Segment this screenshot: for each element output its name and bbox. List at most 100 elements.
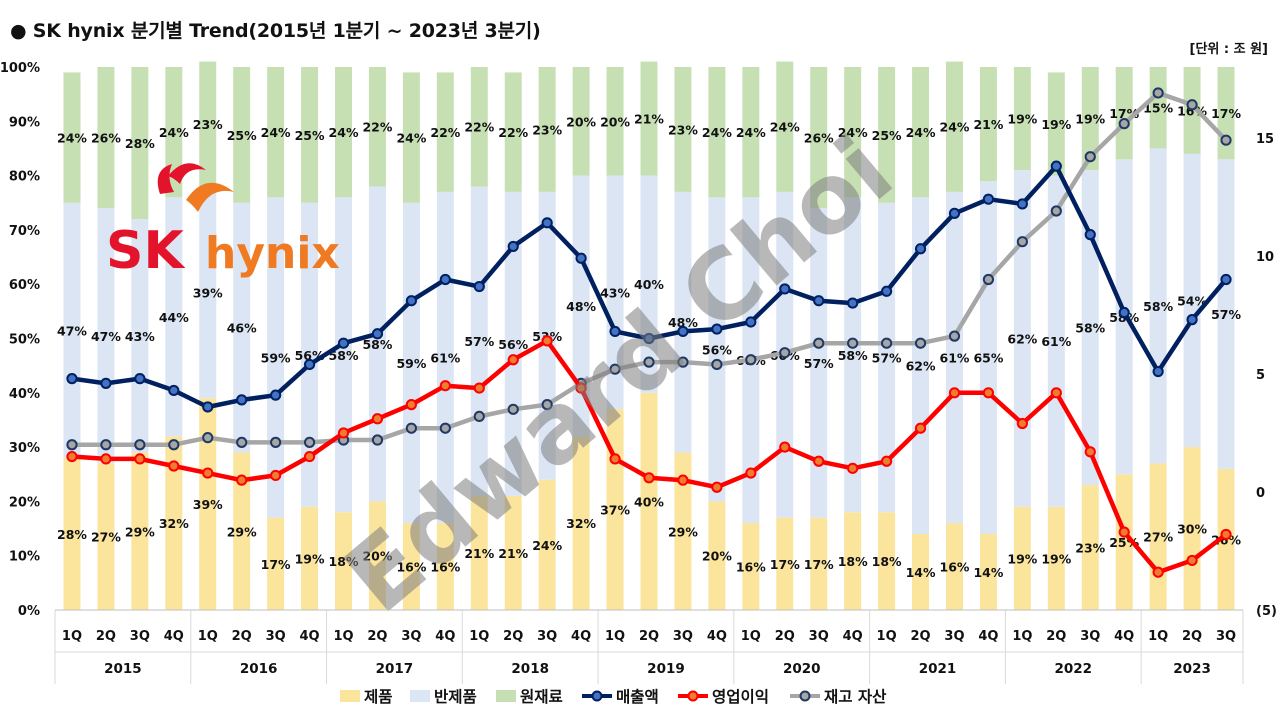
bar-wip xyxy=(708,197,726,502)
bar-label-product: 16% xyxy=(396,560,426,575)
bar-label-wip: 47% xyxy=(57,323,87,338)
bar-product xyxy=(810,517,828,610)
x-tick-quarter: 2Q xyxy=(503,629,523,644)
x-tick-year: 2019 xyxy=(647,661,685,677)
marker-revenue xyxy=(745,316,757,328)
bar-raw xyxy=(1183,67,1201,154)
marker-revenue xyxy=(881,285,893,297)
unit-label: [단위 : 조 원] xyxy=(1189,42,1269,57)
left-axis-tick: 20% xyxy=(9,495,40,510)
bar-raw xyxy=(402,72,420,203)
bar-raw xyxy=(844,67,862,198)
marker-inventory xyxy=(711,358,723,371)
x-axis: 1Q 2Q 3Q 4Q 1Q 2Q 3Q 4Q 1Q 2Q 3Q 4Q 1Q 2Q 3Q 4Q 1Q 2Q 3Q 4Q… xyxy=(54,609,1244,684)
bar-product xyxy=(436,523,454,610)
marker-revenue xyxy=(813,295,825,307)
bar-raw xyxy=(335,67,352,198)
bar-raw xyxy=(946,61,963,192)
bar-label-product: 30% xyxy=(1177,522,1207,537)
left-axis-tick: 50% xyxy=(9,333,40,348)
marker-inventory xyxy=(473,410,485,423)
bar-product xyxy=(1081,485,1099,610)
x-tick-quarter: 2Q xyxy=(639,629,659,644)
marker-operating-profit xyxy=(202,467,214,479)
left-axis-tick: 40% xyxy=(9,387,40,402)
marker-inventory xyxy=(643,356,655,368)
bar-label-product: 40% xyxy=(634,494,664,509)
bar-label-product: 14% xyxy=(906,565,936,580)
marker-revenue xyxy=(643,332,655,345)
bar-label-wip: 57% xyxy=(872,351,902,366)
bar-raw xyxy=(878,67,896,203)
marker-operating-profit xyxy=(134,453,146,465)
bar-label-raw: 24% xyxy=(159,125,189,140)
bar-raw xyxy=(165,67,183,198)
marker-revenue xyxy=(202,401,214,413)
marker-operating-profit xyxy=(405,399,417,411)
logo-text-sk: SK xyxy=(106,221,185,281)
right-axis-tick: 0 xyxy=(1256,486,1265,501)
bar-label-product: 21% xyxy=(464,546,494,561)
bar-product xyxy=(97,463,115,610)
legend-marker xyxy=(591,690,603,702)
bar-label-raw: 23% xyxy=(193,117,223,132)
bar-label-raw: 23% xyxy=(532,122,562,137)
marker-revenue xyxy=(236,394,248,406)
legend-label: 원재료 xyxy=(520,688,563,706)
bar-label-raw: 20% xyxy=(566,114,596,129)
marker-operating-profit xyxy=(270,469,282,482)
legend-swatch xyxy=(496,690,516,702)
bar-label-wip: 48% xyxy=(566,299,596,314)
bar-product xyxy=(538,479,556,610)
bar-product xyxy=(979,533,997,610)
x-tick-year: 2022 xyxy=(1054,661,1092,677)
bar-label-wip: 57% xyxy=(464,334,494,349)
x-tick-year: 2023 xyxy=(1173,661,1211,677)
marker-inventory xyxy=(1084,151,1096,163)
marker-inventory xyxy=(847,337,859,349)
bar-raw xyxy=(1149,67,1167,149)
x-tick-quarter: 4Q xyxy=(978,629,998,644)
bar-label-raw: 20% xyxy=(600,114,630,129)
marker-inventory xyxy=(745,354,757,366)
marker-operating-profit xyxy=(473,382,485,394)
bar-label-product: 14% xyxy=(973,565,1003,580)
bar-label-raw: 24% xyxy=(57,131,87,146)
marker-inventory xyxy=(439,422,451,434)
bar-label-product: 18% xyxy=(329,554,359,569)
bar-label-product: 17% xyxy=(770,557,800,572)
bar-raw xyxy=(1115,67,1133,160)
bar-raw xyxy=(199,61,217,187)
x-tick-quarter: 3Q xyxy=(809,629,829,644)
bar-product xyxy=(131,452,149,610)
bar-product xyxy=(776,517,794,610)
marker-operating-profit xyxy=(337,427,350,439)
marker-revenue xyxy=(303,358,316,371)
bar-product xyxy=(165,436,183,610)
bar-label-product: 18% xyxy=(872,554,902,569)
bar-product xyxy=(368,501,386,610)
bar-wip xyxy=(1183,153,1201,448)
x-tick-year: 2016 xyxy=(240,661,278,677)
marker-revenue xyxy=(1152,365,1164,378)
bar-product xyxy=(504,495,522,610)
marker-inventory xyxy=(303,436,316,448)
x-tick-year: 2021 xyxy=(919,661,957,677)
marker-inventory xyxy=(371,434,384,446)
bar-product xyxy=(402,523,420,610)
bar-product xyxy=(572,436,590,610)
x-tick-quarter: 1Q xyxy=(62,629,82,644)
x-tick-quarter: 1Q xyxy=(469,629,489,644)
marker-revenue xyxy=(1186,314,1198,326)
bar-label-raw: 26% xyxy=(91,131,121,146)
marker-revenue xyxy=(948,207,961,219)
right-axis-tick: 15 xyxy=(1256,132,1274,147)
bar-wip xyxy=(844,197,862,513)
bar-label-raw: 23% xyxy=(668,122,698,137)
left-axis-tick: 60% xyxy=(9,278,40,293)
marker-revenue xyxy=(337,337,350,349)
logo-swirl-orange xyxy=(186,182,234,212)
bar-label-product: 17% xyxy=(804,557,834,572)
bar-product xyxy=(1115,474,1133,610)
